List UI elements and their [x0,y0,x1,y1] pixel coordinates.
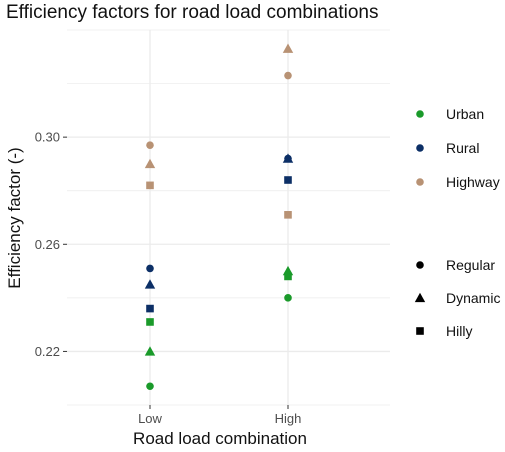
chart-title: Efficiency factors for road load combina… [6,2,379,23]
point-rural-dynamic-high [282,153,294,163]
point-highway-dynamic-low [144,158,156,169]
point-rural-dynamic-low [144,279,156,289]
data-points [144,43,294,391]
point-urban-regular-low [146,382,154,391]
grid [67,29,390,406]
legend-label-hilly: Hilly [446,323,472,339]
point-highway-regular-low [146,141,154,149]
y-tick-label: 0.26 [35,237,60,252]
y-tick-label: 0.30 [35,130,60,145]
point-urban-regular-high [284,294,292,302]
point-urban-hilly-high [284,272,292,281]
point-rural-hilly-high [284,176,292,184]
legend-label-regular: Regular [446,257,495,273]
point-highway-hilly-low [146,181,154,190]
legend-label-rural: Rural [446,140,479,156]
y-tick-label: 0.22 [35,344,60,359]
legend-key-regular [416,261,424,269]
point-highway-dynamic-high [282,43,294,53]
legend-label-dynamic: Dynamic [446,290,500,306]
legend-key-rural [416,144,424,152]
legend-key-hilly [416,327,424,335]
point-highway-hilly-high [284,211,292,219]
x-tick-label: High [275,411,302,426]
legend-key-highway [416,178,424,186]
point-rural-regular-low [146,264,154,273]
x-tick-label: Low [138,411,162,426]
y-axis-title: Efficiency factor (-) [5,147,24,288]
x-axis-title: Road load combination [133,429,307,448]
point-urban-hilly-low [146,318,154,326]
x-tick-labels: Low High [138,405,301,426]
point-rural-hilly-low [146,304,154,313]
legend: Urban Rural Highway Regular Dynamic Hilly [414,106,500,339]
legend-label-highway: Highway [446,174,500,190]
legend-key-urban [416,110,424,118]
legend-label-urban: Urban [446,106,484,122]
point-highway-regular-high [284,71,292,80]
y-tick-labels: 0.22 0.26 0.30 [35,130,67,359]
point-urban-dynamic-low [144,346,156,356]
legend-key-dynamic [414,292,426,303]
